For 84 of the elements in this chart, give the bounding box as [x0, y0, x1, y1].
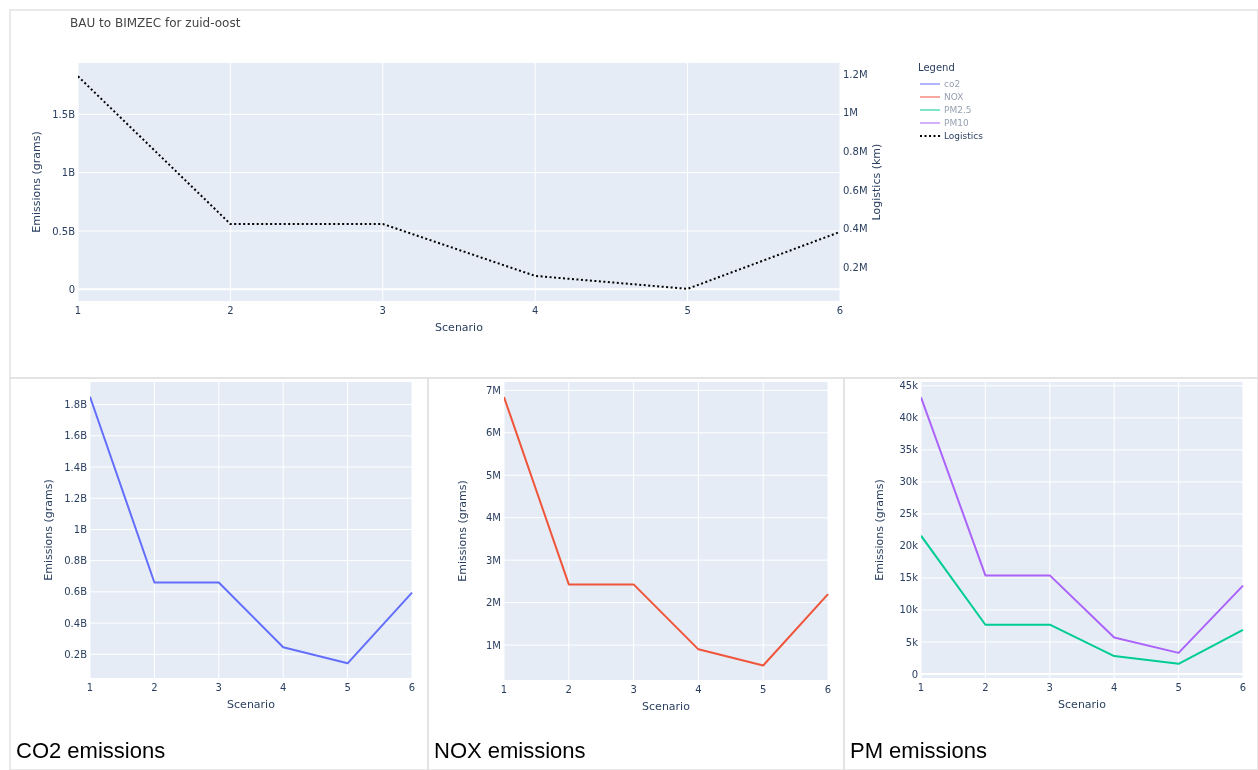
x-tick-label: 3	[630, 684, 637, 695]
y-tick-label: 0.4B	[64, 617, 88, 629]
y-tick-label: 1B	[61, 167, 76, 179]
y-tick-label: 1M	[486, 639, 501, 651]
x-tick-label: 5	[344, 682, 351, 693]
y-tick-label: 20k	[899, 540, 919, 552]
y-tick-label: 40k	[899, 412, 919, 424]
x-tick-label: 5	[684, 305, 691, 316]
x-tick-label: 6	[836, 305, 844, 316]
x-tick-label: 5	[760, 684, 767, 695]
x-tick-label: 2	[565, 684, 572, 695]
text: NOX emissions	[434, 738, 586, 763]
y-tick-label: 4M	[486, 512, 501, 524]
y-tick-label: 0.5B	[52, 225, 76, 237]
legend-title: Legend	[918, 62, 955, 73]
y-tick-label: 1.6B	[64, 430, 88, 442]
x-tick-label: 4	[695, 684, 702, 695]
x-tick-label: 1	[86, 682, 94, 693]
x-tick-label: 4	[1111, 682, 1118, 693]
text: CO2 emissions	[16, 738, 166, 763]
x-tick-label: 5	[1175, 682, 1182, 693]
x-tick-label: 3	[1046, 682, 1053, 693]
x-tick-label: 1	[917, 682, 925, 693]
line-series	[921, 396, 1244, 654]
y-tick-label: 1.2B	[64, 492, 88, 504]
y-tick-label: 3M	[486, 554, 501, 566]
x-axis-title: Scenario	[435, 321, 484, 334]
y-tick-label: 30k	[899, 476, 919, 488]
y-tick-label: 6M	[486, 427, 501, 439]
x-axis-title: Scenario	[642, 700, 691, 713]
y2-tick-label: 1M	[843, 107, 858, 119]
legend-label: Logistics	[944, 131, 984, 141]
x-tick-label: 2	[151, 682, 158, 693]
line-series	[78, 75, 841, 290]
x-tick-label: 4	[532, 305, 539, 316]
y-tick-label: 0	[911, 668, 918, 680]
x-tick-label: 3	[215, 682, 222, 693]
chart-title: BAU to BIMZEC for zuid-oost	[70, 16, 241, 30]
y2-tick-label: 0.8M	[843, 146, 868, 158]
y-tick-label: 1.5B	[52, 108, 76, 120]
y-tick-label: 0.6B	[64, 586, 88, 598]
x-tick-label: 3	[379, 305, 386, 316]
y-tick-label: 7M	[486, 384, 501, 396]
line-series	[90, 395, 413, 665]
line-series	[921, 534, 1244, 665]
y2-axis-title: Logistics (km)	[870, 143, 883, 221]
y-tick-label: 25k	[899, 508, 919, 520]
x-tick-label: 2	[227, 305, 234, 316]
y-tick-label: 35k	[899, 444, 919, 456]
y2-tick-label: 1.2M	[843, 68, 868, 80]
x-tick-label: 1	[500, 684, 508, 695]
y-tick-label: 0.8B	[64, 555, 88, 567]
y-tick-label: 5k	[905, 636, 919, 648]
y-tick-label: 2M	[486, 597, 501, 609]
x-axis-title: Scenario	[1058, 698, 1107, 711]
legend-label: PM2.5	[944, 105, 972, 115]
x-tick-label: 6	[1239, 682, 1247, 693]
text: PM emissions	[850, 738, 987, 763]
y2-tick-label: 0.4M	[843, 223, 868, 235]
legend-label: co2	[944, 79, 961, 89]
y-tick-label: 45k	[899, 380, 919, 392]
y-tick-label: 1.4B	[64, 461, 88, 473]
y-tick-label: 1.8B	[64, 399, 88, 411]
y-tick-label: 0	[68, 283, 75, 295]
y-tick-label: 1B	[73, 523, 88, 535]
x-axis-title: Scenario	[227, 698, 276, 711]
y-axis-title: Emissions (grams)	[873, 479, 886, 581]
y-axis-title: Emissions (grams)	[30, 131, 43, 233]
y-tick-label: 10k	[899, 604, 919, 616]
y-tick-label: 5M	[486, 469, 501, 481]
y2-tick-label: 0.2M	[843, 261, 868, 273]
y2-tick-label: 0.6M	[843, 184, 868, 196]
y-tick-label: 15k	[899, 572, 919, 584]
line-series	[504, 396, 829, 667]
x-tick-label: 4	[280, 682, 287, 693]
legend-label: PM10	[944, 118, 969, 128]
y-tick-label: 0.2B	[64, 648, 88, 660]
x-tick-label: 6	[408, 682, 416, 693]
y-axis-title: Emissions (grams)	[456, 480, 469, 582]
x-tick-label: 6	[824, 684, 832, 695]
x-tick-label: 1	[74, 305, 82, 316]
y-axis-title: Emissions (grams)	[42, 479, 55, 581]
legend-label: NOX	[944, 92, 964, 102]
x-tick-label: 2	[982, 682, 989, 693]
